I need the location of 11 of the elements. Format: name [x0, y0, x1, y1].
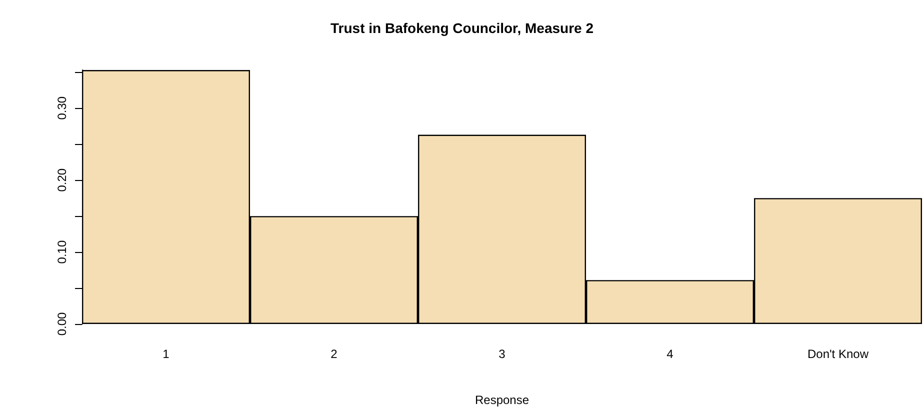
x-tick-label: Don't Know — [808, 347, 869, 361]
x-tick-label: 3 — [498, 347, 506, 361]
chart-title: Trust in Bafokeng Councilor, Measure 2 — [330, 20, 594, 36]
x-tick-label: 4 — [666, 347, 674, 361]
x-tick-label: 1 — [162, 347, 170, 361]
y-tick-label: 0.20 — [55, 168, 69, 192]
x-tick-label: 2 — [330, 347, 338, 361]
x-axis-title: Response — [474, 393, 530, 407]
y-tick-label: 0.30 — [55, 96, 69, 120]
y-tick-label: 0.10 — [55, 240, 69, 264]
y-tick-label: 0.00 — [55, 312, 69, 336]
